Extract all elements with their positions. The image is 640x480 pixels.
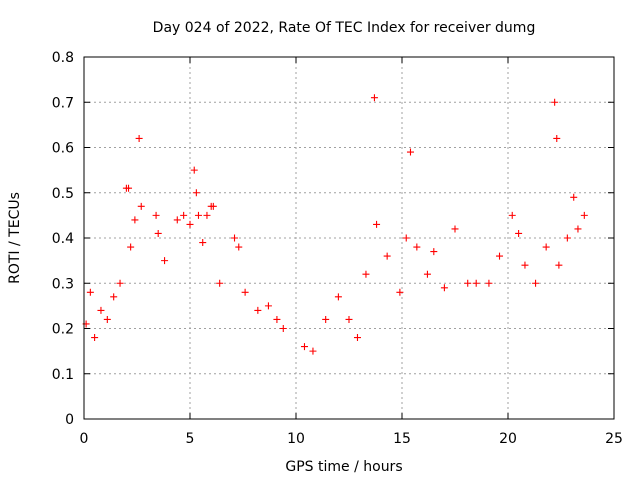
data-point [532, 279, 540, 287]
data-point [413, 243, 421, 251]
x-tick-label: 20 [499, 431, 517, 447]
data-point [300, 343, 308, 351]
data-point [209, 202, 217, 210]
data-point [194, 211, 202, 219]
data-point [353, 334, 361, 342]
y-tick-label: 0.1 [52, 367, 74, 383]
x-axis-label: GPS time / hours [285, 459, 402, 475]
x-tick-label: 15 [393, 431, 411, 447]
data-point [86, 288, 94, 296]
data-point [555, 261, 563, 269]
x-tick-label: 10 [287, 431, 305, 447]
data-point [279, 325, 287, 332]
data-point [423, 270, 431, 278]
grid-lines [84, 57, 614, 419]
data-point [173, 216, 181, 224]
data-point [186, 220, 194, 228]
y-tick-label: 0.7 [52, 95, 74, 111]
data-point [110, 293, 118, 301]
data-point [264, 302, 272, 310]
x-axis-tick-labels: 0 5 10 15 20 25 [80, 431, 623, 447]
data-point [496, 252, 504, 260]
data-point [402, 234, 410, 242]
data-point [309, 347, 317, 355]
data-point [334, 293, 342, 301]
x-tick-label: 5 [186, 431, 195, 447]
data-points [82, 94, 588, 355]
data-point [406, 148, 414, 156]
data-point [103, 315, 111, 323]
data-point [241, 288, 249, 296]
y-axis-tick-labels: 0 0.1 0.2 0.3 0.4 0.5 0.6 0.7 0.8 [52, 50, 74, 428]
y-axis-label: ROTI / TECUs [7, 192, 23, 284]
data-point [396, 288, 404, 296]
data-point [203, 211, 211, 219]
data-point [199, 239, 207, 247]
data-point [508, 211, 516, 219]
y-tick-label: 0.2 [52, 322, 74, 338]
data-point [373, 220, 381, 228]
y-tick-label: 0.3 [52, 276, 74, 292]
data-point [116, 279, 124, 287]
data-point [370, 94, 378, 102]
data-point [254, 306, 262, 314]
data-point [521, 261, 529, 269]
data-point [472, 279, 480, 287]
x-tick-label: 0 [80, 431, 89, 447]
data-point [563, 234, 571, 242]
data-point [161, 257, 169, 265]
data-point [135, 134, 143, 142]
data-point [570, 193, 578, 201]
y-tick-label: 0.6 [52, 141, 74, 157]
y-tick-label: 0.5 [52, 186, 74, 202]
chart-title: Day 024 of 2022, Rate Of TEC Index for r… [153, 20, 536, 36]
data-point [551, 98, 559, 106]
data-point [440, 284, 448, 292]
data-point [580, 211, 588, 219]
data-point [97, 306, 105, 314]
data-point [362, 270, 370, 278]
data-point [574, 225, 582, 233]
data-point [322, 315, 330, 323]
data-point [515, 229, 523, 237]
data-point [190, 166, 198, 174]
data-point [152, 211, 160, 219]
data-point [91, 334, 99, 342]
data-point [553, 134, 561, 142]
data-point [345, 315, 353, 323]
data-point [235, 243, 243, 251]
data-point [430, 248, 438, 256]
axis-ticks [83, 56, 615, 420]
data-point [464, 279, 472, 287]
data-point [125, 184, 133, 192]
data-point [137, 202, 145, 210]
y-tick-label: 0 [65, 412, 74, 428]
data-point [383, 252, 391, 260]
data-point [192, 189, 200, 197]
data-point [485, 279, 493, 287]
data-point [451, 225, 459, 233]
data-point [273, 315, 281, 323]
x-tick-label: 25 [605, 431, 623, 447]
data-point [216, 279, 224, 287]
y-tick-label: 0.4 [52, 231, 74, 247]
y-tick-label: 0.8 [52, 50, 74, 66]
data-point [131, 216, 139, 224]
data-point [231, 234, 239, 242]
data-point [127, 243, 135, 251]
data-point [180, 211, 188, 219]
data-point [542, 243, 550, 251]
data-point [154, 229, 162, 237]
